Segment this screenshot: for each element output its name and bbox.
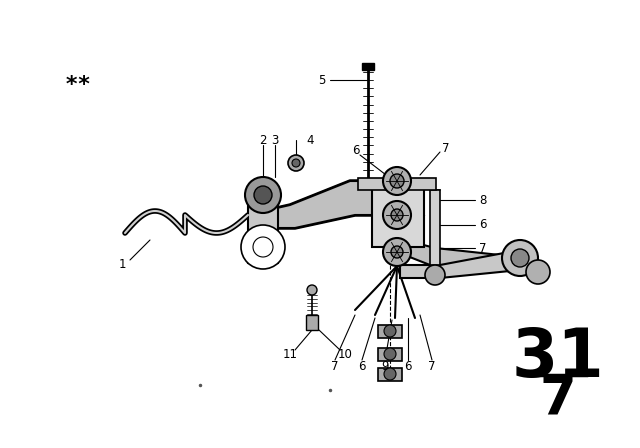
Circle shape <box>425 265 445 285</box>
Bar <box>372 185 424 247</box>
Text: 6: 6 <box>358 359 365 372</box>
Polygon shape <box>268 181 397 228</box>
Text: 6: 6 <box>479 219 487 232</box>
Text: 5: 5 <box>318 73 326 86</box>
Bar <box>306 315 318 330</box>
Bar <box>378 325 402 338</box>
Polygon shape <box>397 238 520 268</box>
Circle shape <box>383 167 411 195</box>
Text: **: ** <box>65 75 92 95</box>
Text: 1: 1 <box>118 258 125 271</box>
Text: 10: 10 <box>337 349 353 362</box>
Circle shape <box>384 325 396 337</box>
Text: 7: 7 <box>428 359 436 372</box>
Bar <box>358 178 436 190</box>
Text: 2: 2 <box>259 134 267 146</box>
Text: 9: 9 <box>381 359 388 372</box>
Circle shape <box>383 201 411 229</box>
Circle shape <box>526 260 550 284</box>
Circle shape <box>254 186 272 204</box>
Circle shape <box>288 155 304 171</box>
Text: 7: 7 <box>442 142 450 155</box>
Circle shape <box>391 209 403 221</box>
Circle shape <box>292 159 300 167</box>
Bar <box>430 190 440 265</box>
Circle shape <box>384 368 396 380</box>
Circle shape <box>384 348 396 360</box>
Circle shape <box>241 225 285 269</box>
Circle shape <box>502 240 538 276</box>
Bar <box>248 195 278 263</box>
Text: 7: 7 <box>479 241 487 254</box>
Circle shape <box>391 246 403 258</box>
Bar <box>362 63 374 70</box>
Circle shape <box>307 285 317 295</box>
Text: 4: 4 <box>307 134 314 146</box>
Text: 11: 11 <box>282 349 298 362</box>
Polygon shape <box>400 250 530 278</box>
Text: 6: 6 <box>404 359 412 372</box>
Circle shape <box>383 238 411 266</box>
Text: 7: 7 <box>332 359 339 372</box>
Bar <box>378 368 402 381</box>
Text: 6: 6 <box>352 143 360 156</box>
Text: 3: 3 <box>271 134 278 146</box>
Bar <box>378 348 402 361</box>
Text: 31: 31 <box>511 325 604 391</box>
Text: 7: 7 <box>540 374 577 426</box>
Circle shape <box>245 177 281 213</box>
Circle shape <box>390 174 404 188</box>
Circle shape <box>511 249 529 267</box>
Text: 8: 8 <box>479 194 486 207</box>
